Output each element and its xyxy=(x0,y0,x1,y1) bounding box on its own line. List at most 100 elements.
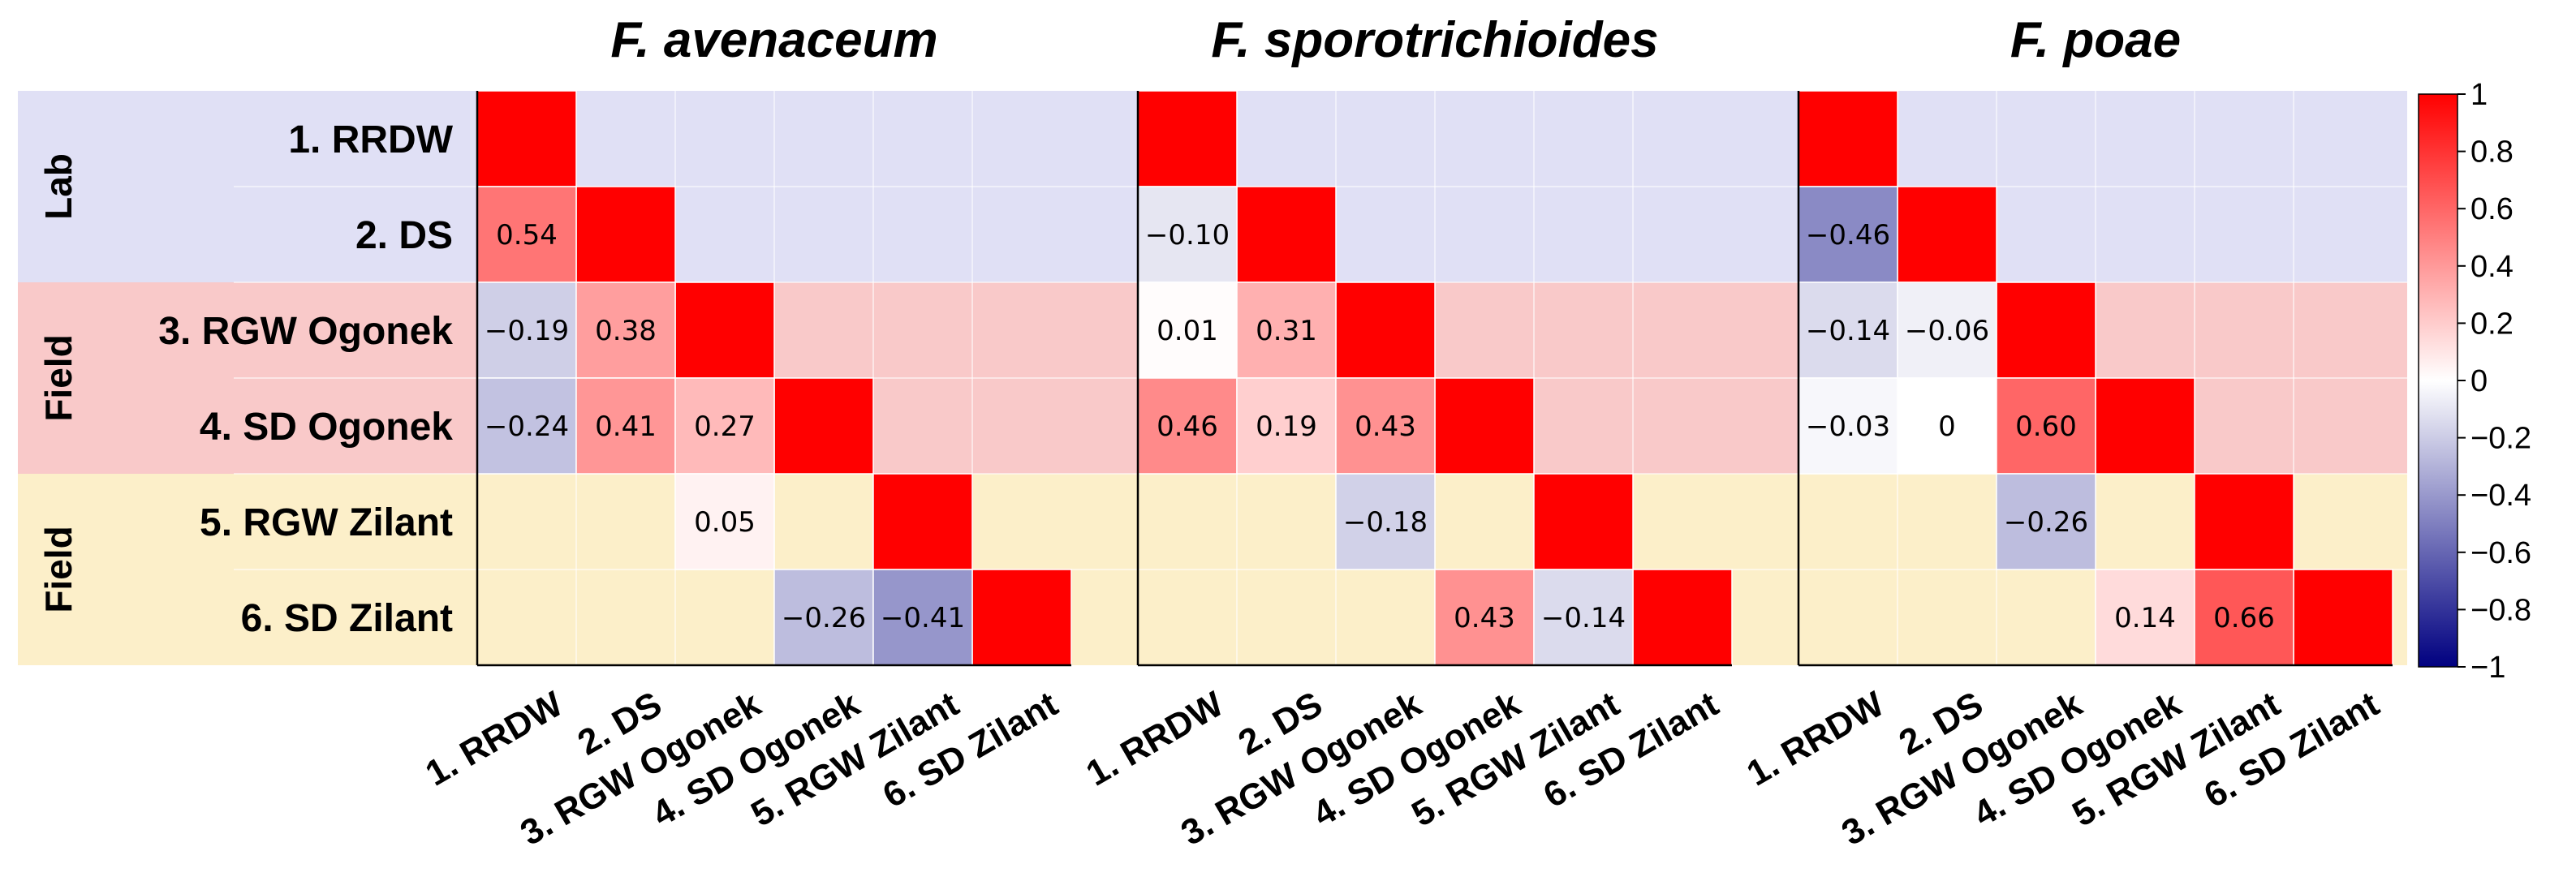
panel-title: F. poae xyxy=(2010,12,2181,68)
heatmap-cell xyxy=(1798,186,1898,283)
heatmap-cell-diagonal xyxy=(1897,186,1997,283)
cell-value-label: −0.26 xyxy=(2004,506,2088,539)
x-tick-label: 1. RRDW xyxy=(1079,684,1230,794)
heatmap-cell xyxy=(2194,569,2294,666)
heatmap-cell xyxy=(872,569,973,666)
heatmap-cell-diagonal xyxy=(575,186,676,283)
cell-value-label: −0.46 xyxy=(1806,219,1890,251)
heatmap-cell xyxy=(1236,377,1337,475)
cell-value-label: 0.19 xyxy=(1256,410,1317,443)
colorbar: 1 0.8 0.6 0.4 0.2 0 −0.2 −0.4 −0.6 −0.8 −1 xyxy=(2418,78,2531,685)
cell-value-label: 0.43 xyxy=(1454,602,1515,634)
colorbar-tick-label: −0.6 xyxy=(2470,536,2531,570)
cell-value-label: 0.60 xyxy=(2015,410,2077,443)
cell-value-label: −0.18 xyxy=(1343,506,1428,539)
panel-title: F. sporotrichioides xyxy=(1211,12,1658,68)
heatmap-cell xyxy=(1335,473,1436,570)
cell-value-label: −0.24 xyxy=(485,410,569,443)
cell-value-label: 0 xyxy=(1938,410,1956,443)
heatmap-cell-diagonal xyxy=(674,282,775,379)
cell-value-label: −0.19 xyxy=(485,315,569,347)
panel-title: F. avenaceum xyxy=(610,12,937,68)
heatmap-cell xyxy=(674,473,775,570)
heatmap-cell xyxy=(1434,569,1535,666)
cell-value-label: 0.01 xyxy=(1157,315,1218,347)
heatmap-cell-diagonal xyxy=(773,377,874,475)
y-tick-label: 5. RGW Zilant xyxy=(200,501,453,544)
cell-value-label: 0.27 xyxy=(694,410,756,443)
heatmap-cell xyxy=(1996,473,2096,570)
cell-value-label: −0.06 xyxy=(1905,315,1989,347)
heatmap-cell xyxy=(476,186,577,283)
heatmap-cell xyxy=(476,377,577,475)
heatmap-cell-diagonal xyxy=(872,473,973,570)
heatmap-cell xyxy=(2095,569,2195,666)
heatmap-cell-diagonal xyxy=(1632,569,1733,666)
y-tick-label: 3. RGW Ogonek xyxy=(158,310,453,353)
heatmap-cell xyxy=(1335,377,1436,475)
heatmap-cell-diagonal xyxy=(1335,282,1436,379)
colorbar-tick-label: −0.8 xyxy=(2470,593,2531,627)
heatmap-cell-diagonal xyxy=(2194,473,2294,570)
cell-value-label: −0.14 xyxy=(1806,315,1890,347)
heatmap-cell-diagonal xyxy=(971,569,1072,666)
x-tick-label: 1. RRDW xyxy=(419,684,570,794)
colorbar-tick-label: 0.6 xyxy=(2470,192,2514,226)
heatmap-cell xyxy=(1236,282,1337,379)
heatmap-cell xyxy=(1897,377,1997,475)
cell-value-label: 0.41 xyxy=(595,410,657,443)
colorbar-tick-label: 0.2 xyxy=(2470,307,2514,341)
cell-value-label: −0.41 xyxy=(881,602,965,634)
heatmap-cell-diagonal xyxy=(1236,186,1337,283)
cell-value-label: 0.14 xyxy=(2114,602,2176,634)
x-tick-label: 1. RRDW xyxy=(1740,684,1891,794)
colorbar-tick-label: −0.4 xyxy=(2470,479,2531,513)
heatmap-cell xyxy=(1533,569,1634,666)
heatmap-cell-diagonal xyxy=(1434,377,1535,475)
colorbar-tick-label: −1 xyxy=(2470,651,2505,685)
cell-value-label: 0.31 xyxy=(1256,315,1317,347)
cell-value-label: −0.10 xyxy=(1145,219,1230,251)
y-tick-label: 6. SD Zilant xyxy=(241,597,453,640)
cell-value-label: 0.38 xyxy=(595,315,657,347)
heatmap-cell-diagonal xyxy=(1798,90,1898,187)
cell-value-label: −0.14 xyxy=(1541,602,1626,634)
cell-value-label: 0.46 xyxy=(1157,410,1218,443)
heatmap-cell xyxy=(575,282,676,379)
y-tick-label: 4. SD Ogonek xyxy=(200,406,453,449)
cell-value-label: 0.54 xyxy=(496,219,558,251)
colorbar-tick-label: 1 xyxy=(2470,78,2488,112)
cell-value-label: 0.05 xyxy=(694,506,756,539)
cell-value-label: 0.66 xyxy=(2213,602,2275,634)
heatmap-cell-diagonal xyxy=(1533,473,1634,570)
colorbar-tick-label: 0 xyxy=(2470,364,2488,398)
cell-value-label: −0.26 xyxy=(782,602,866,634)
row-group-label: Field xyxy=(37,334,80,421)
heatmap-cell xyxy=(773,569,874,666)
heatmap-cell xyxy=(1137,282,1238,379)
row-group-label: Field xyxy=(37,526,80,612)
cell-value-label: −0.03 xyxy=(1806,410,1890,443)
heatmap-cell xyxy=(1137,377,1238,475)
row-group-label: Lab xyxy=(37,153,80,220)
heatmap-cell xyxy=(1996,377,2096,475)
heatmap-cell xyxy=(476,282,577,379)
heatmap-cell-diagonal xyxy=(476,90,577,187)
heatmap-cell xyxy=(674,377,775,475)
colorbar-tick-label: 0.4 xyxy=(2470,250,2514,284)
y-tick-label: 2. DS xyxy=(355,214,453,257)
colorbar-tick-label: −0.2 xyxy=(2470,422,2531,456)
heatmap-cell-diagonal xyxy=(1137,90,1238,187)
heatmap-cell xyxy=(575,377,676,475)
colorbar-scale xyxy=(2418,93,2458,668)
axis-labels: 1. RRDW 2. DS 3. RGW Ogonek 4. SD Ogonek 5. … xyxy=(37,118,454,640)
heatmap-cell xyxy=(1137,186,1238,283)
heatmap-cell xyxy=(1897,282,1997,379)
colorbar-tick-label: 0.8 xyxy=(2470,135,2514,170)
heatmap-cell-diagonal xyxy=(2095,377,2195,475)
y-tick-label: 1. RRDW xyxy=(288,118,453,161)
heatmap-cell-diagonal xyxy=(2293,569,2393,666)
heatmap-cell-diagonal xyxy=(1996,282,2096,379)
cell-value-label: 0.43 xyxy=(1355,410,1416,443)
